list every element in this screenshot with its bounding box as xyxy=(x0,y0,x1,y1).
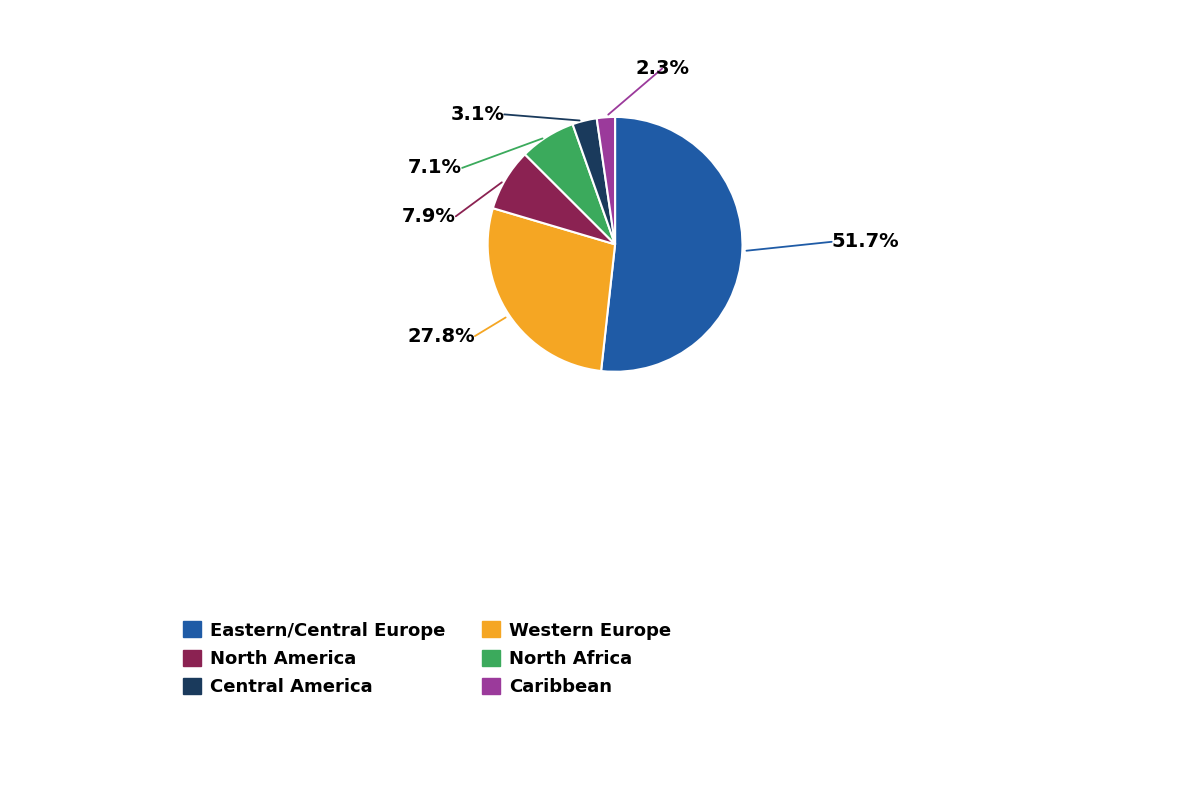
Text: 2.3%: 2.3% xyxy=(635,59,689,78)
Wedge shape xyxy=(487,208,616,371)
Wedge shape xyxy=(524,124,616,244)
Legend: Eastern/Central Europe, North America, Central America, Western Europe, North Af: Eastern/Central Europe, North America, C… xyxy=(176,614,678,703)
Text: 7.1%: 7.1% xyxy=(408,158,462,178)
Text: 7.9%: 7.9% xyxy=(402,207,456,226)
Text: 3.1%: 3.1% xyxy=(450,105,504,124)
Wedge shape xyxy=(596,117,616,244)
Text: 27.8%: 27.8% xyxy=(407,326,475,346)
Wedge shape xyxy=(493,154,616,244)
Wedge shape xyxy=(572,118,616,244)
Text: 51.7%: 51.7% xyxy=(832,232,899,251)
Wedge shape xyxy=(601,117,743,372)
